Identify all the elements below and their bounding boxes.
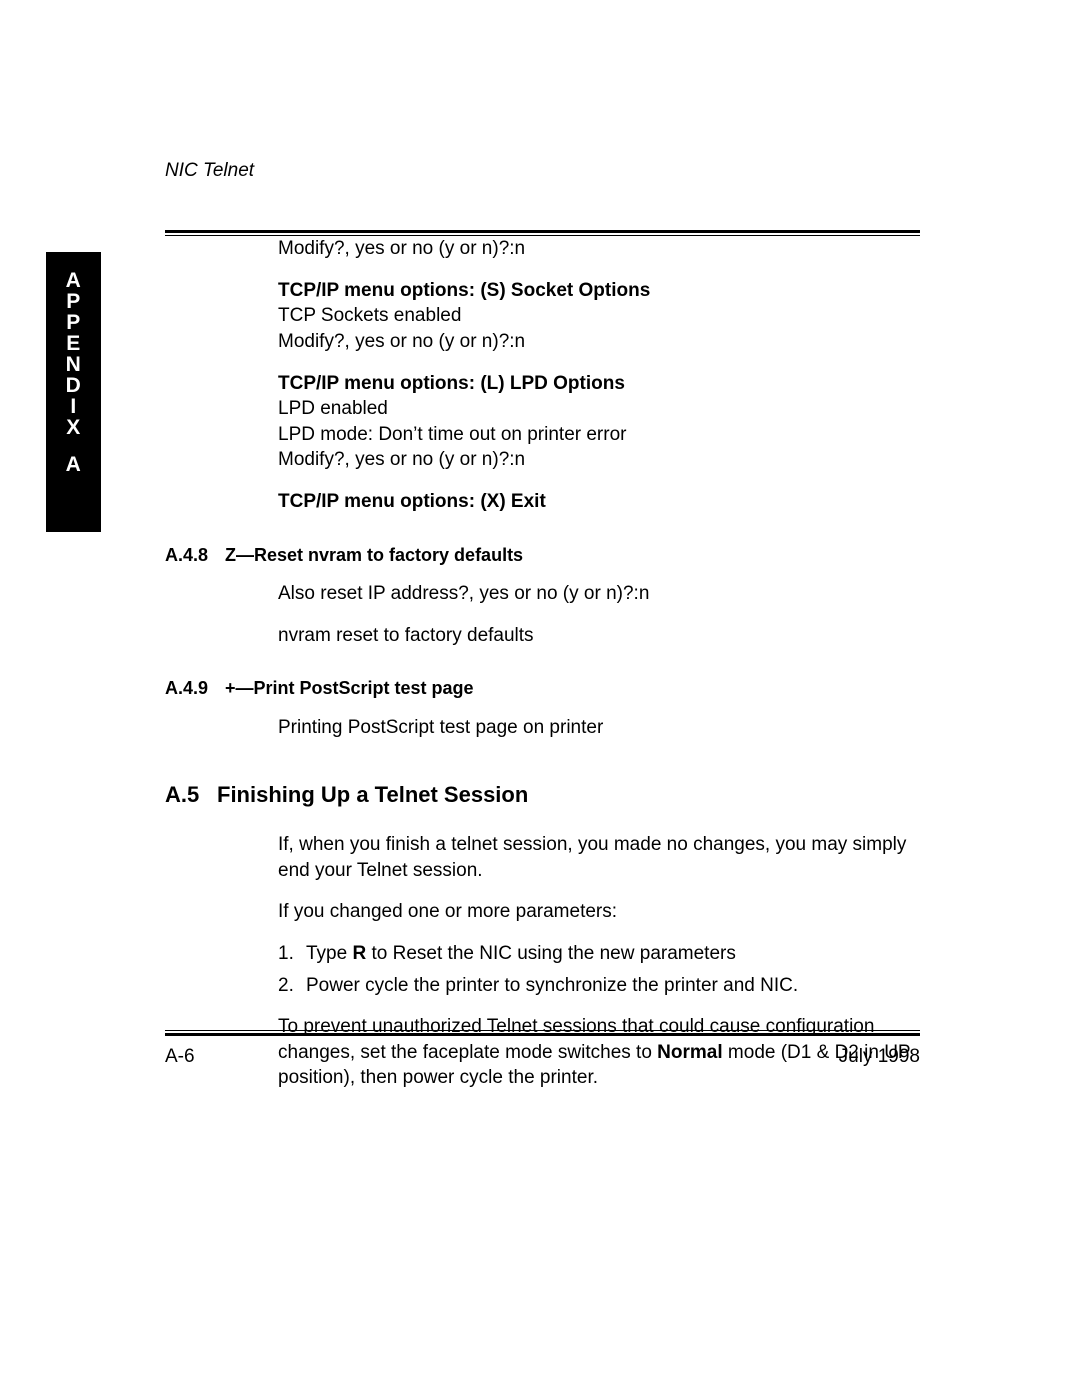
page-body: NIC Telnet Modify?, yes or no (y or n)?:…	[165, 160, 920, 1107]
tab-suffix: A	[66, 454, 82, 475]
section-a48: A.4.8 Z—Reset nvram to factory defaults	[165, 543, 920, 567]
section-title: Z—Reset nvram to factory defaults	[225, 543, 523, 567]
list-item: 1. Type R to Reset the NIC using the new…	[278, 941, 920, 967]
running-head: NIC Telnet	[165, 160, 920, 186]
section-number: A.4.9	[165, 676, 225, 700]
footer-rule-thick	[165, 1033, 920, 1036]
tab-letter: E	[66, 333, 81, 354]
footer-rule-thin	[165, 1030, 920, 1031]
ordered-list: 1. Type R to Reset the NIC using the new…	[278, 941, 920, 998]
section-title: Finishing Up a Telnet Session	[217, 780, 528, 810]
exit-block: TCP/IP menu options: (X) Exit	[278, 489, 920, 515]
lpd-heading: TCP/IP menu options: (L) LPD Options	[278, 371, 920, 397]
socket-options-block: TCP/IP menu options: (S) Socket Options …	[278, 278, 920, 355]
body-text: LPD enabled	[278, 396, 920, 422]
lpd-options-block: TCP/IP menu options: (L) LPD Options LPD…	[278, 371, 920, 474]
section-number: A.4.8	[165, 543, 225, 567]
tab-letter: D	[66, 375, 82, 396]
page-footer: A-6 July 1998	[165, 1028, 920, 1068]
socket-heading: TCP/IP menu options: (S) Socket Options	[278, 278, 920, 304]
list-marker: 2.	[278, 973, 306, 999]
tab-letter: X	[66, 417, 81, 438]
tab-letter: A	[66, 270, 82, 291]
section-number: A.5	[165, 780, 217, 810]
page-number: A-6	[165, 1046, 195, 1068]
section-a5: A.5 Finishing Up a Telnet Session	[165, 780, 920, 810]
body-paragraph: If, when you finish a telnet session, yo…	[278, 832, 920, 883]
exit-heading: TCP/IP menu options: (X) Exit	[278, 489, 920, 515]
body-text: LPD mode: Don’t time out on printer erro…	[278, 422, 920, 448]
body-paragraph: If you changed one or more parameters:	[278, 899, 920, 925]
tab-letter: N	[66, 354, 82, 375]
list-text: Power cycle the printer to synchronize t…	[306, 973, 798, 999]
list-marker: 1.	[278, 941, 306, 967]
body-text: Modify?, yes or no (y or n)?:n	[278, 236, 920, 262]
footer-date: July 1998	[839, 1046, 920, 1068]
list-item: 2. Power cycle the printer to synchroniz…	[278, 973, 920, 999]
body-text: Modify?, yes or no (y or n)?:n	[278, 447, 920, 473]
section-a49: A.4.9 +—Print PostScript test page	[165, 676, 920, 700]
appendix-tab: A P P E N D I X A	[46, 252, 101, 532]
list-text: Type R to Reset the NIC using the new pa…	[306, 941, 736, 967]
tab-letter: P	[66, 312, 81, 333]
body-text: nvram reset to factory defaults	[278, 623, 920, 649]
content-area: Modify?, yes or no (y or n)?:n TCP/IP me…	[165, 236, 920, 1091]
tab-letter: I	[70, 396, 76, 417]
body-text: TCP Sockets enabled	[278, 303, 920, 329]
body-text: Modify?, yes or no (y or n)?:n	[278, 329, 920, 355]
body-text: Printing PostScript test page on printer	[278, 715, 920, 741]
section-title: +—Print PostScript test page	[225, 676, 474, 700]
tab-letter: P	[66, 291, 81, 312]
header-rule-thick	[165, 230, 920, 233]
body-text: Also reset IP address?, yes or no (y or …	[278, 581, 920, 607]
